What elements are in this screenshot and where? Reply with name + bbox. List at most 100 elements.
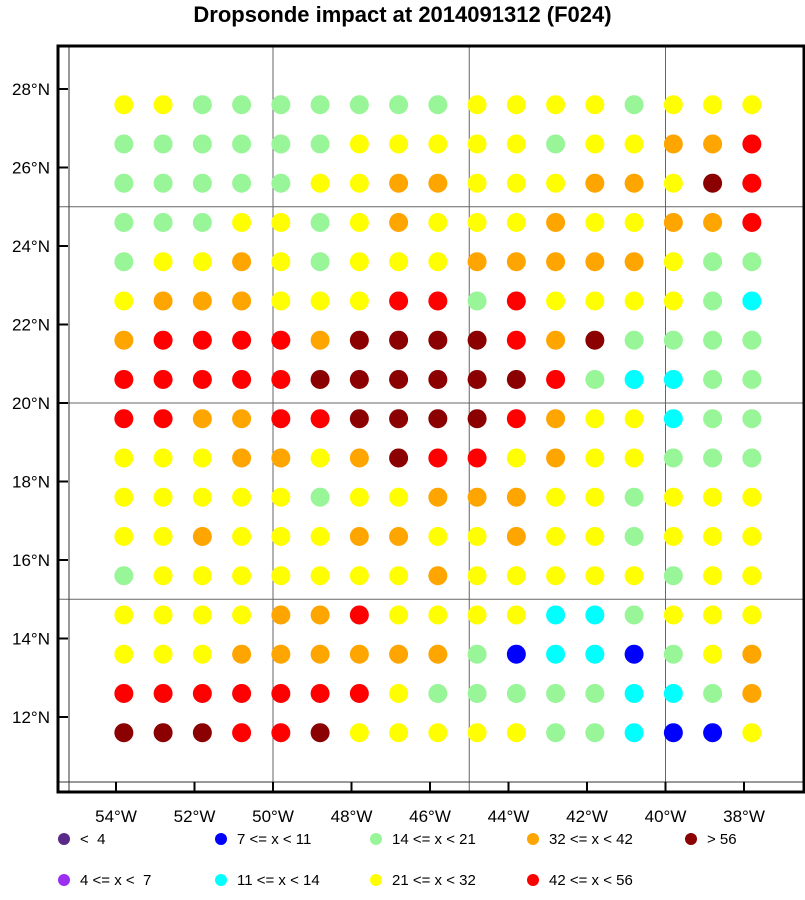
dropsonde-point (742, 448, 762, 468)
dropsonde-point (624, 134, 644, 154)
dropsonde-point (153, 212, 173, 232)
dropsonde-point (232, 369, 252, 389)
dropsonde-point (114, 683, 134, 703)
dropsonde-point (506, 448, 526, 468)
dropsonde-point (114, 95, 134, 115)
dropsonde-point (663, 173, 683, 193)
dropsonde-point (192, 566, 212, 586)
dropsonde-point (703, 252, 723, 272)
dropsonde-point (703, 95, 723, 115)
dropsonde-point (506, 723, 526, 743)
dropsonde-point (467, 723, 487, 743)
dropsonde-point (467, 683, 487, 703)
dropsonde-point (310, 409, 330, 429)
x-tick-label: 38°W (723, 807, 765, 826)
dropsonde-point (467, 566, 487, 586)
dropsonde-point (506, 526, 526, 546)
y-tick-label: 24°N (12, 237, 50, 256)
dropsonde-point (624, 173, 644, 193)
dropsonde-point (232, 448, 252, 468)
y-tick-label: 26°N (12, 159, 50, 178)
dropsonde-point (389, 448, 409, 468)
dropsonde-point (546, 173, 566, 193)
dropsonde-point (349, 723, 369, 743)
y-tick-label: 16°N (12, 551, 50, 570)
dropsonde-point (703, 723, 723, 743)
dropsonde-point (153, 487, 173, 507)
dropsonde-point (428, 212, 448, 232)
dropsonde-point (349, 409, 369, 429)
dropsonde-point (546, 291, 566, 311)
legend-swatch (215, 833, 227, 845)
dropsonde-point (389, 95, 409, 115)
dropsonde-point (703, 487, 723, 507)
dropsonde-point (349, 448, 369, 468)
legend-item-21to32: 21 <= x < 32 (370, 868, 476, 892)
dropsonde-point (271, 566, 291, 586)
dropsonde-point (742, 252, 762, 272)
dropsonde-point (428, 723, 448, 743)
dropsonde-point (271, 487, 291, 507)
y-tick-label: 12°N (12, 708, 50, 727)
x-tick-label: 48°W (331, 807, 373, 826)
dropsonde-point (624, 723, 644, 743)
dropsonde-point (703, 683, 723, 703)
dropsonde-point (467, 291, 487, 311)
legend-label: 11 <= x < 14 (237, 871, 320, 889)
dropsonde-point (624, 566, 644, 586)
dropsonde-point (153, 683, 173, 703)
dropsonde-point (271, 291, 291, 311)
dropsonde-point (153, 605, 173, 625)
dropsonde-point (271, 173, 291, 193)
dropsonde-point (428, 448, 448, 468)
dropsonde-point (232, 566, 252, 586)
dropsonde-point (624, 95, 644, 115)
dropsonde-point (624, 291, 644, 311)
dropsonde-point (349, 95, 369, 115)
legend-label: 14 <= x < 21 (392, 830, 476, 848)
dropsonde-point (467, 369, 487, 389)
dropsonde-point (428, 644, 448, 664)
dropsonde-point (349, 134, 369, 154)
legend-item-4to7: 4 <= x < 7 (58, 868, 151, 892)
dropsonde-point (389, 526, 409, 546)
dropsonde-point (310, 723, 330, 743)
dropsonde-point (506, 566, 526, 586)
dropsonde-point (428, 566, 448, 586)
dropsonde-point (742, 566, 762, 586)
x-tick-label: 42°W (566, 807, 608, 826)
dropsonde-point (663, 212, 683, 232)
dropsonde-point (703, 605, 723, 625)
dropsonde-point (232, 526, 252, 546)
dropsonde-point (663, 723, 683, 743)
dropsonde-point (428, 409, 448, 429)
dropsonde-point (310, 683, 330, 703)
dropsonde-point (585, 173, 605, 193)
dropsonde-point (585, 291, 605, 311)
dropsonde-point (349, 173, 369, 193)
dropsonde-point (310, 134, 330, 154)
legend-swatch (370, 874, 382, 886)
dropsonde-point (703, 566, 723, 586)
dropsonde-point (663, 95, 683, 115)
dropsonde-point (742, 173, 762, 193)
dropsonde-point (467, 134, 487, 154)
dropsonde-point (546, 644, 566, 664)
dropsonde-point (467, 487, 487, 507)
legend-label: 7 <= x < 11 (237, 830, 312, 848)
legend-label: 4 <= x < 7 (80, 871, 152, 889)
dropsonde-point (546, 134, 566, 154)
dropsonde-point (192, 526, 212, 546)
dropsonde-point (192, 448, 212, 468)
dropsonde-point (153, 330, 173, 350)
dropsonde-point (114, 291, 134, 311)
x-tick-label: 50°W (252, 807, 294, 826)
dropsonde-point (349, 369, 369, 389)
dropsonde-point (703, 291, 723, 311)
dropsonde-point (663, 291, 683, 311)
dropsonde-point (389, 605, 409, 625)
dropsonde-point (153, 409, 173, 429)
dropsonde-point (389, 134, 409, 154)
y-tick-label: 20°N (12, 394, 50, 413)
dropsonde-point (232, 291, 252, 311)
